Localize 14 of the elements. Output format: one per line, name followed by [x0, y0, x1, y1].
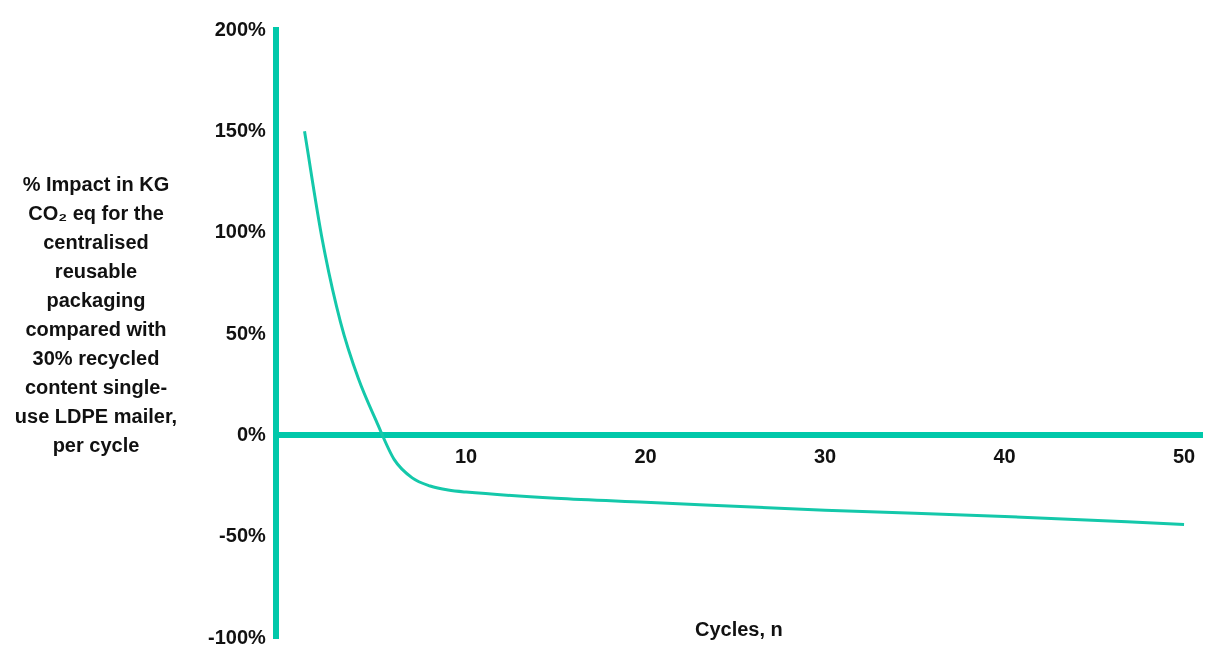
x-tick-label: 10 — [454, 444, 478, 467]
y-tick-label: -100% — [208, 625, 267, 648]
x-tick-label: 30 — [813, 444, 837, 467]
y-tick-label: 100% — [214, 220, 267, 243]
y-tick-label: 0% — [236, 422, 267, 445]
x-tick-label: 40 — [993, 444, 1016, 467]
y-tick-label: 150% — [214, 118, 267, 141]
y-tick-label: 50% — [225, 321, 267, 344]
x-tick-label: 50 — [1172, 444, 1196, 467]
x-tick-label: 20 — [634, 444, 657, 467]
y-tick-label: 200% — [214, 17, 267, 40]
y-tick-label: -50% — [219, 524, 267, 547]
x-axis-title: Cycles, n — [694, 617, 783, 640]
text: % Impact in KG CO₂ eq for the centralised reusable packaging compared with 30% recycled content single-use LDPE mailer, per cycle — [14, 173, 178, 456]
